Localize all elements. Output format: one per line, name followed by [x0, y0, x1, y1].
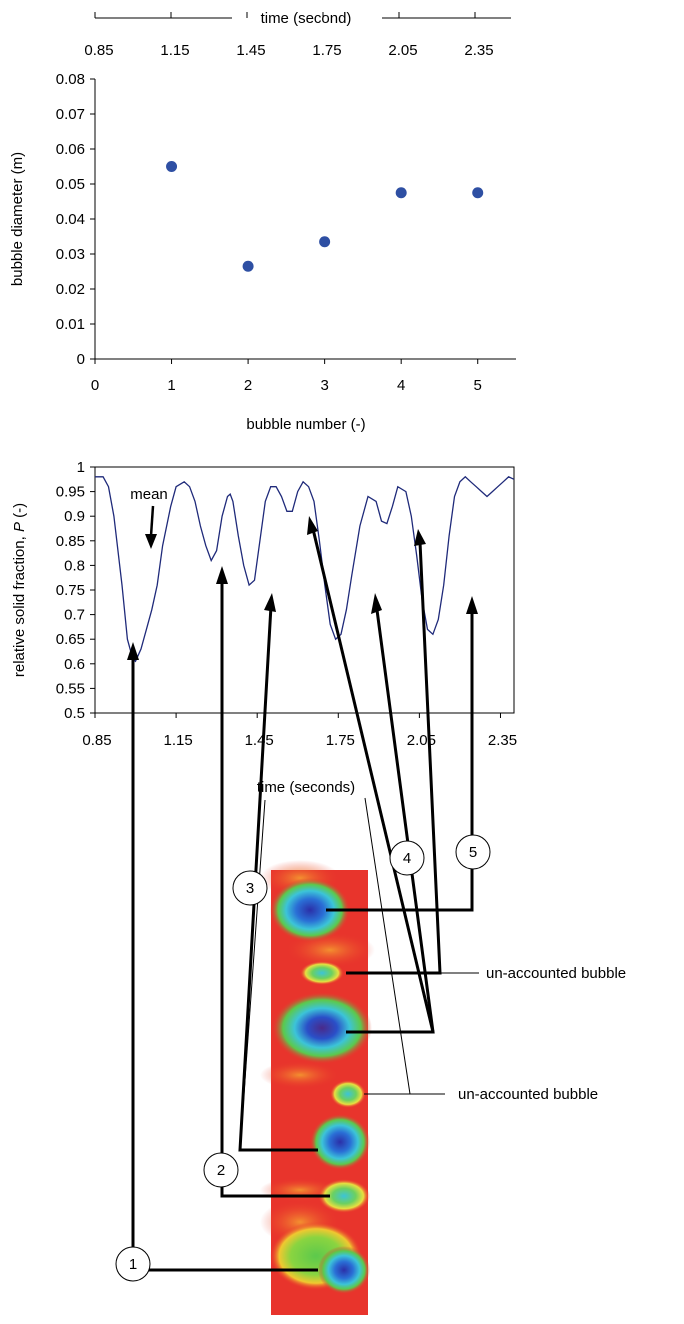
scatter-y-tick-label: 0.03	[56, 246, 85, 263]
line-x-tick-label: 2.05	[407, 732, 436, 749]
top-time-tick-label: 0.85	[84, 42, 113, 59]
series-line-solid-fraction	[95, 475, 515, 663]
scatter-y-tick-label: 0.06	[56, 141, 85, 158]
tomography-image	[260, 860, 375, 1315]
line-chart-plot-area	[94, 466, 515, 714]
line-y-tick-label: 0.75	[56, 582, 85, 599]
line-x-tick-label: 2.35	[488, 732, 517, 749]
scatter-y-tick-label: 0.05	[56, 176, 85, 193]
bubble-4	[272, 992, 372, 1064]
scatter-y-tick-label: 0.08	[56, 71, 85, 88]
line-y-tick-label: 0.55	[56, 680, 85, 697]
scatter-x-tick-label: 0	[91, 377, 99, 394]
scatter-x-tick-label: 3	[320, 377, 328, 394]
scatter-y-tick-label: 0.07	[56, 106, 85, 123]
svg-text:4: 4	[403, 850, 411, 867]
line-y-tick-label: 0.9	[64, 508, 85, 525]
svg-text:1: 1	[129, 1256, 137, 1273]
scatter-y-tick-label: 0	[77, 351, 85, 368]
line-x-tick-label: 0.85	[82, 732, 111, 749]
scatter-x-tick-label: 1	[167, 377, 175, 394]
mean-arrow	[145, 505, 157, 549]
line-y-tick-label: 0.65	[56, 631, 85, 648]
unaccounted-label-2: un-accounted bubble	[458, 1086, 598, 1103]
top-time-tick-label: 1.15	[160, 42, 189, 59]
svg-text:5: 5	[469, 844, 477, 861]
line-x-tick-label: 1.75	[326, 732, 355, 749]
scatter-x-tick-label: 4	[397, 377, 405, 394]
bubble-2	[318, 1179, 370, 1213]
top-chart: time (second) 0.85 1.15 1.45 1.75 2.05 2.35 0…	[9, 10, 516, 433]
scatter-y-tick-label: 0.04	[56, 211, 85, 228]
line-y-tick-label: 0.8	[64, 557, 85, 574]
top-time-tick-label: 2.35	[464, 42, 493, 59]
top-time-axis: time (second)	[94, 10, 511, 27]
bubble-5	[270, 878, 350, 942]
line-y-tick-label: 0.95	[56, 484, 85, 501]
line-x-tick-label: 1.45	[245, 732, 274, 749]
line-y-axis-label: relative solid fraction, P (-)	[11, 503, 28, 677]
bubble-3	[310, 1114, 370, 1170]
scatter-y-tick-label: 0.01	[56, 316, 85, 333]
circle-4: 4	[389, 840, 425, 876]
line-y-tick-label: 0.6	[64, 656, 85, 673]
scatter-point-4	[395, 187, 407, 199]
bubble-unaccounted-2	[330, 1080, 366, 1108]
circle-5: 5	[455, 834, 491, 870]
connector-2	[220, 579, 330, 1198]
line-y-tick-label: 1	[77, 459, 85, 476]
line-x-tick-label: 1.15	[163, 732, 192, 749]
circle-3: 3	[232, 870, 268, 906]
scatter-y-tick-label: 0.02	[56, 281, 85, 298]
mean-label: mean	[130, 486, 168, 503]
top-time-tick-label: 1.45	[236, 42, 265, 59]
unaccounted-label-1: un-accounted bubble	[486, 965, 626, 982]
svg-text:2: 2	[217, 1162, 225, 1179]
circle-2: 2	[203, 1152, 239, 1188]
top-time-tick-label: 1.75	[312, 42, 341, 59]
scatter-point-2	[242, 260, 254, 272]
circle-1: 1	[115, 1246, 151, 1282]
svg-text:3: 3	[246, 880, 254, 897]
scatter-x-tick-label: 5	[474, 377, 482, 394]
scatter-y-axis-label: bubble diameter (m)	[9, 152, 26, 286]
line-y-tick-label: 0.7	[64, 607, 85, 624]
bubble-1	[318, 1246, 370, 1294]
line-chart: 0.5 0.55 0.6 0.65 0.7 0.75 0.8 0.85 0.9 0.95 1 0.8…	[11, 459, 517, 796]
line-y-tick-label: 0.5	[64, 705, 85, 722]
scatter-x-axis-label: bubble number (-)	[246, 416, 365, 433]
scatter-x-tick-label: 2	[244, 377, 252, 394]
arrow-heads	[127, 516, 478, 660]
connector-4b	[311, 528, 435, 1033]
scatter-point-1	[166, 161, 178, 172]
line-x-axis-label: time (seconds)	[257, 779, 355, 796]
top-time-axis-label: time (second)	[261, 10, 352, 27]
scatter-point-3	[319, 236, 331, 248]
number-circles: 1 2 3 4 5	[115, 834, 491, 1282]
line-y-tick-label: 0.85	[56, 533, 85, 550]
top-time-tick-label: 2.05	[388, 42, 417, 59]
scatter-point-5	[472, 187, 484, 199]
connector-5	[326, 610, 474, 912]
bubble-unaccounted-1	[300, 961, 344, 985]
